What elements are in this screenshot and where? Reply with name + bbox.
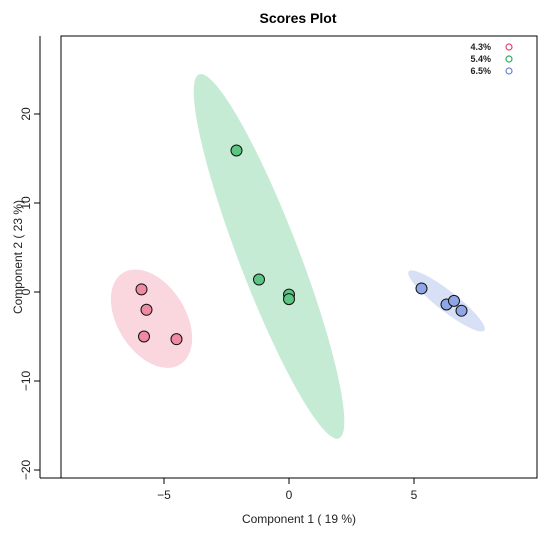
data-point [230, 144, 243, 157]
data-point [415, 282, 428, 295]
y-tick-label: 10 [19, 196, 33, 210]
data-point [135, 283, 148, 296]
legend-marker [505, 67, 513, 75]
x-axis-label: Component 1 ( 19 %) [242, 512, 356, 526]
confidence-ellipses [110, 74, 485, 439]
data-point [140, 303, 153, 316]
y-axis-label: Component 2 ( 23 %) [11, 200, 25, 314]
legend-label: 5.4% [470, 54, 491, 64]
legend-marker [505, 43, 513, 51]
y-axis-ticks: −20 −10 0 10 20 [19, 107, 40, 480]
y-tick-label: −20 [19, 459, 33, 480]
ellipse-2 [193, 74, 345, 439]
legend-label: 4.3% [470, 42, 491, 52]
y-tick-label: 0 [19, 288, 33, 295]
legend: 4.3% 5.4% 6.5% [470, 42, 513, 76]
data-point [253, 273, 265, 286]
x-tick-label: −5 [157, 488, 171, 502]
legend-label: 6.5% [470, 66, 491, 76]
data-point [283, 293, 295, 306]
data-point [170, 333, 183, 346]
x-axis-ticks: −5 0 5 [157, 478, 418, 502]
data-points [135, 144, 468, 346]
x-tick-label: 0 [286, 488, 293, 502]
data-point [455, 304, 468, 317]
y-tick-label: 20 [19, 107, 33, 121]
data-point [448, 294, 460, 307]
y-tick-label: −10 [19, 370, 33, 391]
chart-title: Scores Plot [259, 10, 336, 26]
data-point [138, 330, 150, 343]
legend-marker [505, 55, 513, 63]
ellipse-1 [110, 269, 193, 368]
x-tick-label: 5 [411, 488, 418, 502]
